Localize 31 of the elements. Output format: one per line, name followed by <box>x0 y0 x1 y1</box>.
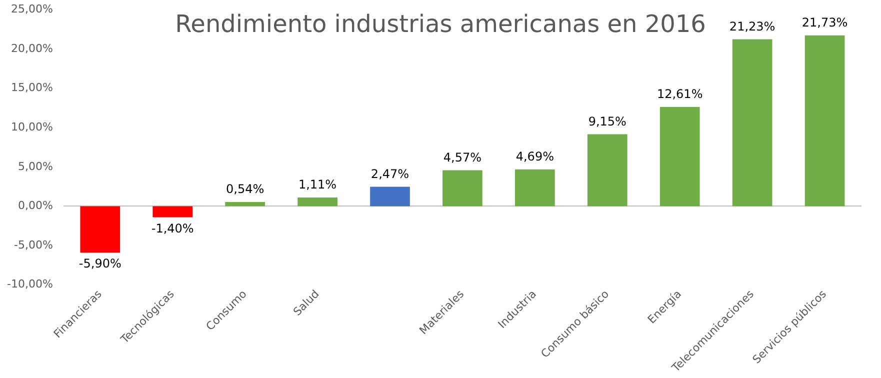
data-label: -5,90% <box>78 256 122 271</box>
bar <box>370 186 410 206</box>
y-tick-label: 20,00% <box>10 42 53 55</box>
bar <box>152 206 193 218</box>
chart-title: Rendimiento industrias americanas en 2016 <box>175 10 706 38</box>
data-label: 21,73% <box>802 15 848 30</box>
y-tick-label: 25,00% <box>10 2 53 16</box>
data-label: 2,47% <box>370 166 410 181</box>
bar <box>587 134 628 206</box>
bar <box>804 35 845 206</box>
data-label: 4,69% <box>516 149 554 164</box>
bar <box>442 170 482 206</box>
data-label: 21,23% <box>729 19 776 34</box>
bar <box>225 202 265 206</box>
y-tick-label: 10,00% <box>10 120 53 134</box>
y-tick-label: 15,00% <box>10 81 53 94</box>
y-tick-label: 5,00% <box>18 160 53 173</box>
data-label: 9,15% <box>588 114 626 128</box>
y-tick-label: -5,00% <box>14 238 53 252</box>
data-label: 4,57% <box>443 150 482 164</box>
data-label: 12,61% <box>656 87 703 102</box>
bar <box>80 206 120 253</box>
data-label: 0,54% <box>226 182 264 196</box>
bar <box>514 169 555 206</box>
bar <box>732 39 772 206</box>
bar <box>660 107 700 206</box>
y-tick-label: -10,00% <box>6 278 53 291</box>
y-tick-label: 0,00% <box>18 199 53 212</box>
bar <box>298 197 338 206</box>
data-label: 1,11% <box>298 178 337 192</box>
data-label: -1,40% <box>151 221 194 236</box>
